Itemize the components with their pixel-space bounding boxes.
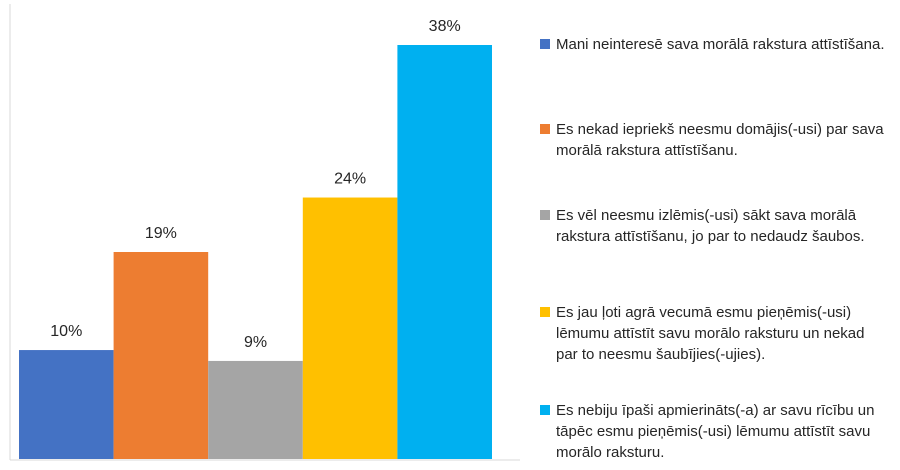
legend-item: Es nekad iepriekš neesmu domājis(-usi) p… (540, 119, 890, 161)
legend-swatch (540, 307, 550, 317)
bar (302, 197, 398, 460)
legend-text: Es nekad iepriekš neesmu domājis(-usi) p… (556, 121, 884, 159)
data-label: 9% (244, 334, 267, 351)
legend-item: Es nebiju īpaši apmierināts(-a) ar savu … (540, 400, 890, 463)
legend-text: Mani neinteresē sava morālā rakstura att… (556, 36, 885, 53)
bar (113, 252, 209, 459)
legend-item: Mani neinteresē sava morālā rakstura att… (540, 34, 890, 55)
legend-swatch (540, 210, 550, 220)
legend-item: Es jau ļoti agrā vecumā esmu pieņēmis(-u… (540, 302, 890, 365)
legend-swatch (540, 39, 550, 49)
legend-text: Es nebiju īpaši apmierināts(-a) ar savu … (556, 402, 875, 461)
legend-text: Es vēl neesmu izlēmis(-usi) sākt sava mo… (556, 207, 865, 245)
data-label: 24% (334, 171, 366, 188)
legend-item: Es vēl neesmu izlēmis(-usi) sākt sava mo… (540, 205, 890, 247)
data-label: 19% (145, 225, 177, 242)
legend-swatch (540, 405, 550, 415)
legend-swatch (540, 124, 550, 134)
bar (19, 350, 114, 459)
data-label: 38% (429, 18, 461, 35)
data-label: 10% (50, 323, 82, 340)
bar (397, 45, 492, 459)
legend-text: Es jau ļoti agrā vecumā esmu pieņēmis(-u… (556, 304, 865, 363)
bar (208, 360, 303, 459)
